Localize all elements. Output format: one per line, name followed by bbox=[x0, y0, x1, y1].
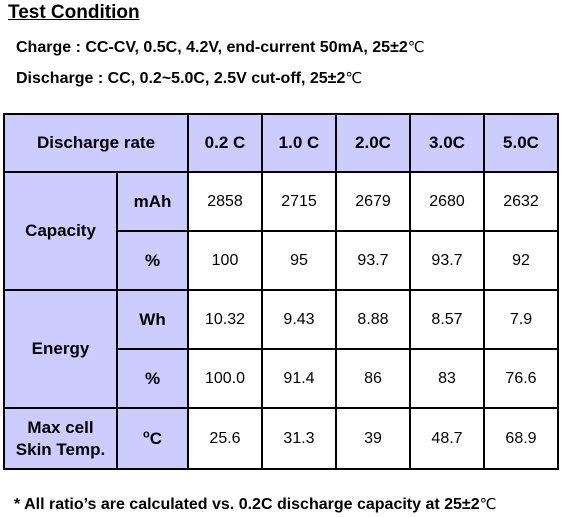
max-skin-temp-label-line2: Skin Temp. bbox=[15, 439, 106, 459]
table-cell: 83 bbox=[409, 348, 485, 409]
table-cell: 8.57 bbox=[409, 289, 485, 350]
footnote-text: * All ratio’s are calculated vs. 0.2C di… bbox=[14, 496, 480, 513]
table-cell: 93.7 bbox=[335, 230, 411, 291]
table-header-row: Discharge rate 0.2 C 1.0 C 2.0C 3.0C 5.0… bbox=[3, 113, 559, 173]
discharge-performance-table: Discharge rate 0.2 C 1.0 C 2.0C 3.0C 5.0… bbox=[3, 113, 559, 470]
capacity-mah-unit: mAh bbox=[116, 171, 189, 232]
rate-header-cell: 0.2 C bbox=[187, 113, 263, 173]
table-cell: 93.7 bbox=[409, 230, 485, 291]
max-skin-temp-label-line1: Max cell bbox=[27, 418, 94, 438]
table-cell: 2680 bbox=[409, 171, 485, 232]
footnote-unit: ℃ bbox=[479, 495, 497, 513]
table-cell: 92 bbox=[483, 230, 559, 291]
table-cell: 39 bbox=[335, 407, 411, 470]
table-cell: 31.3 bbox=[261, 407, 337, 470]
table-row: Energy Wh 10.32 9.43 8.88 8.57 7.9 bbox=[3, 289, 559, 409]
temp-unit-letter: C bbox=[149, 428, 162, 448]
table-cell: 25.6 bbox=[187, 407, 263, 470]
rate-header-cell: 5.0C bbox=[483, 113, 559, 173]
energy-pct-unit: % bbox=[116, 348, 189, 409]
table-cell: 7.9 bbox=[483, 289, 559, 350]
table-cell: 68.9 bbox=[483, 407, 559, 470]
page-title: Test Condition bbox=[8, 2, 140, 23]
table-cell: 100 bbox=[187, 230, 263, 291]
degree-mark: o bbox=[142, 428, 150, 441]
max-skin-temp-label: Max cell Skin Temp. bbox=[3, 407, 118, 470]
table-cell: 100.0 bbox=[187, 348, 263, 409]
temp-unit: oC bbox=[116, 407, 189, 470]
discharge-condition-text: Discharge : CC, 0.2~5.0C, 2.5V cut-off, … bbox=[16, 70, 346, 87]
energy-label: Energy bbox=[3, 289, 118, 409]
table-row: % 100 95 93.7 93.7 92 bbox=[4, 230, 559, 291]
charge-condition-text: Charge : CC-CV, 0.5C, 4.2V, end-current … bbox=[16, 39, 408, 56]
discharge-condition-unit: ℃ bbox=[345, 69, 363, 87]
charge-condition: Charge : CC-CV, 0.5C, 4.2V, end-current … bbox=[16, 38, 425, 57]
rate-header-cell: 3.0C bbox=[409, 113, 485, 173]
table-cell: 2632 bbox=[483, 171, 559, 232]
rate-header-cell: 1.0 C bbox=[261, 113, 337, 173]
table-cell: 10.32 bbox=[187, 289, 263, 350]
table-cell: 91.4 bbox=[261, 348, 337, 409]
table-cell: 8.88 bbox=[335, 289, 411, 350]
table-cell: 2679 bbox=[335, 171, 411, 232]
table-cell: 86 bbox=[335, 348, 411, 409]
table-row: Max cell Skin Temp. oC 25.6 31.3 39 48.7… bbox=[3, 407, 559, 470]
table-cell: 2715 bbox=[261, 171, 337, 232]
table-row: Capacity mAh 2858 2715 2679 2680 2632 bbox=[3, 171, 559, 291]
charge-condition-unit: ℃ bbox=[407, 38, 425, 56]
energy-wh-unit: Wh bbox=[116, 289, 189, 350]
footnote: * All ratio’s are calculated vs. 0.2C di… bbox=[14, 495, 496, 514]
table-row: % 100.0 91.4 86 83 76.6 bbox=[4, 348, 559, 409]
table-cell: 76.6 bbox=[483, 348, 559, 409]
capacity-pct-unit: % bbox=[116, 230, 189, 291]
capacity-label: Capacity bbox=[3, 171, 118, 291]
table-cell: 95 bbox=[261, 230, 337, 291]
table-cell: 2858 bbox=[187, 171, 263, 232]
discharge-condition: Discharge : CC, 0.2~5.0C, 2.5V cut-off, … bbox=[16, 69, 362, 88]
table-cell: 48.7 bbox=[409, 407, 485, 470]
rate-header-cell: 2.0C bbox=[335, 113, 411, 173]
discharge-rate-header: Discharge rate bbox=[3, 113, 189, 173]
table-cell: 9.43 bbox=[261, 289, 337, 350]
